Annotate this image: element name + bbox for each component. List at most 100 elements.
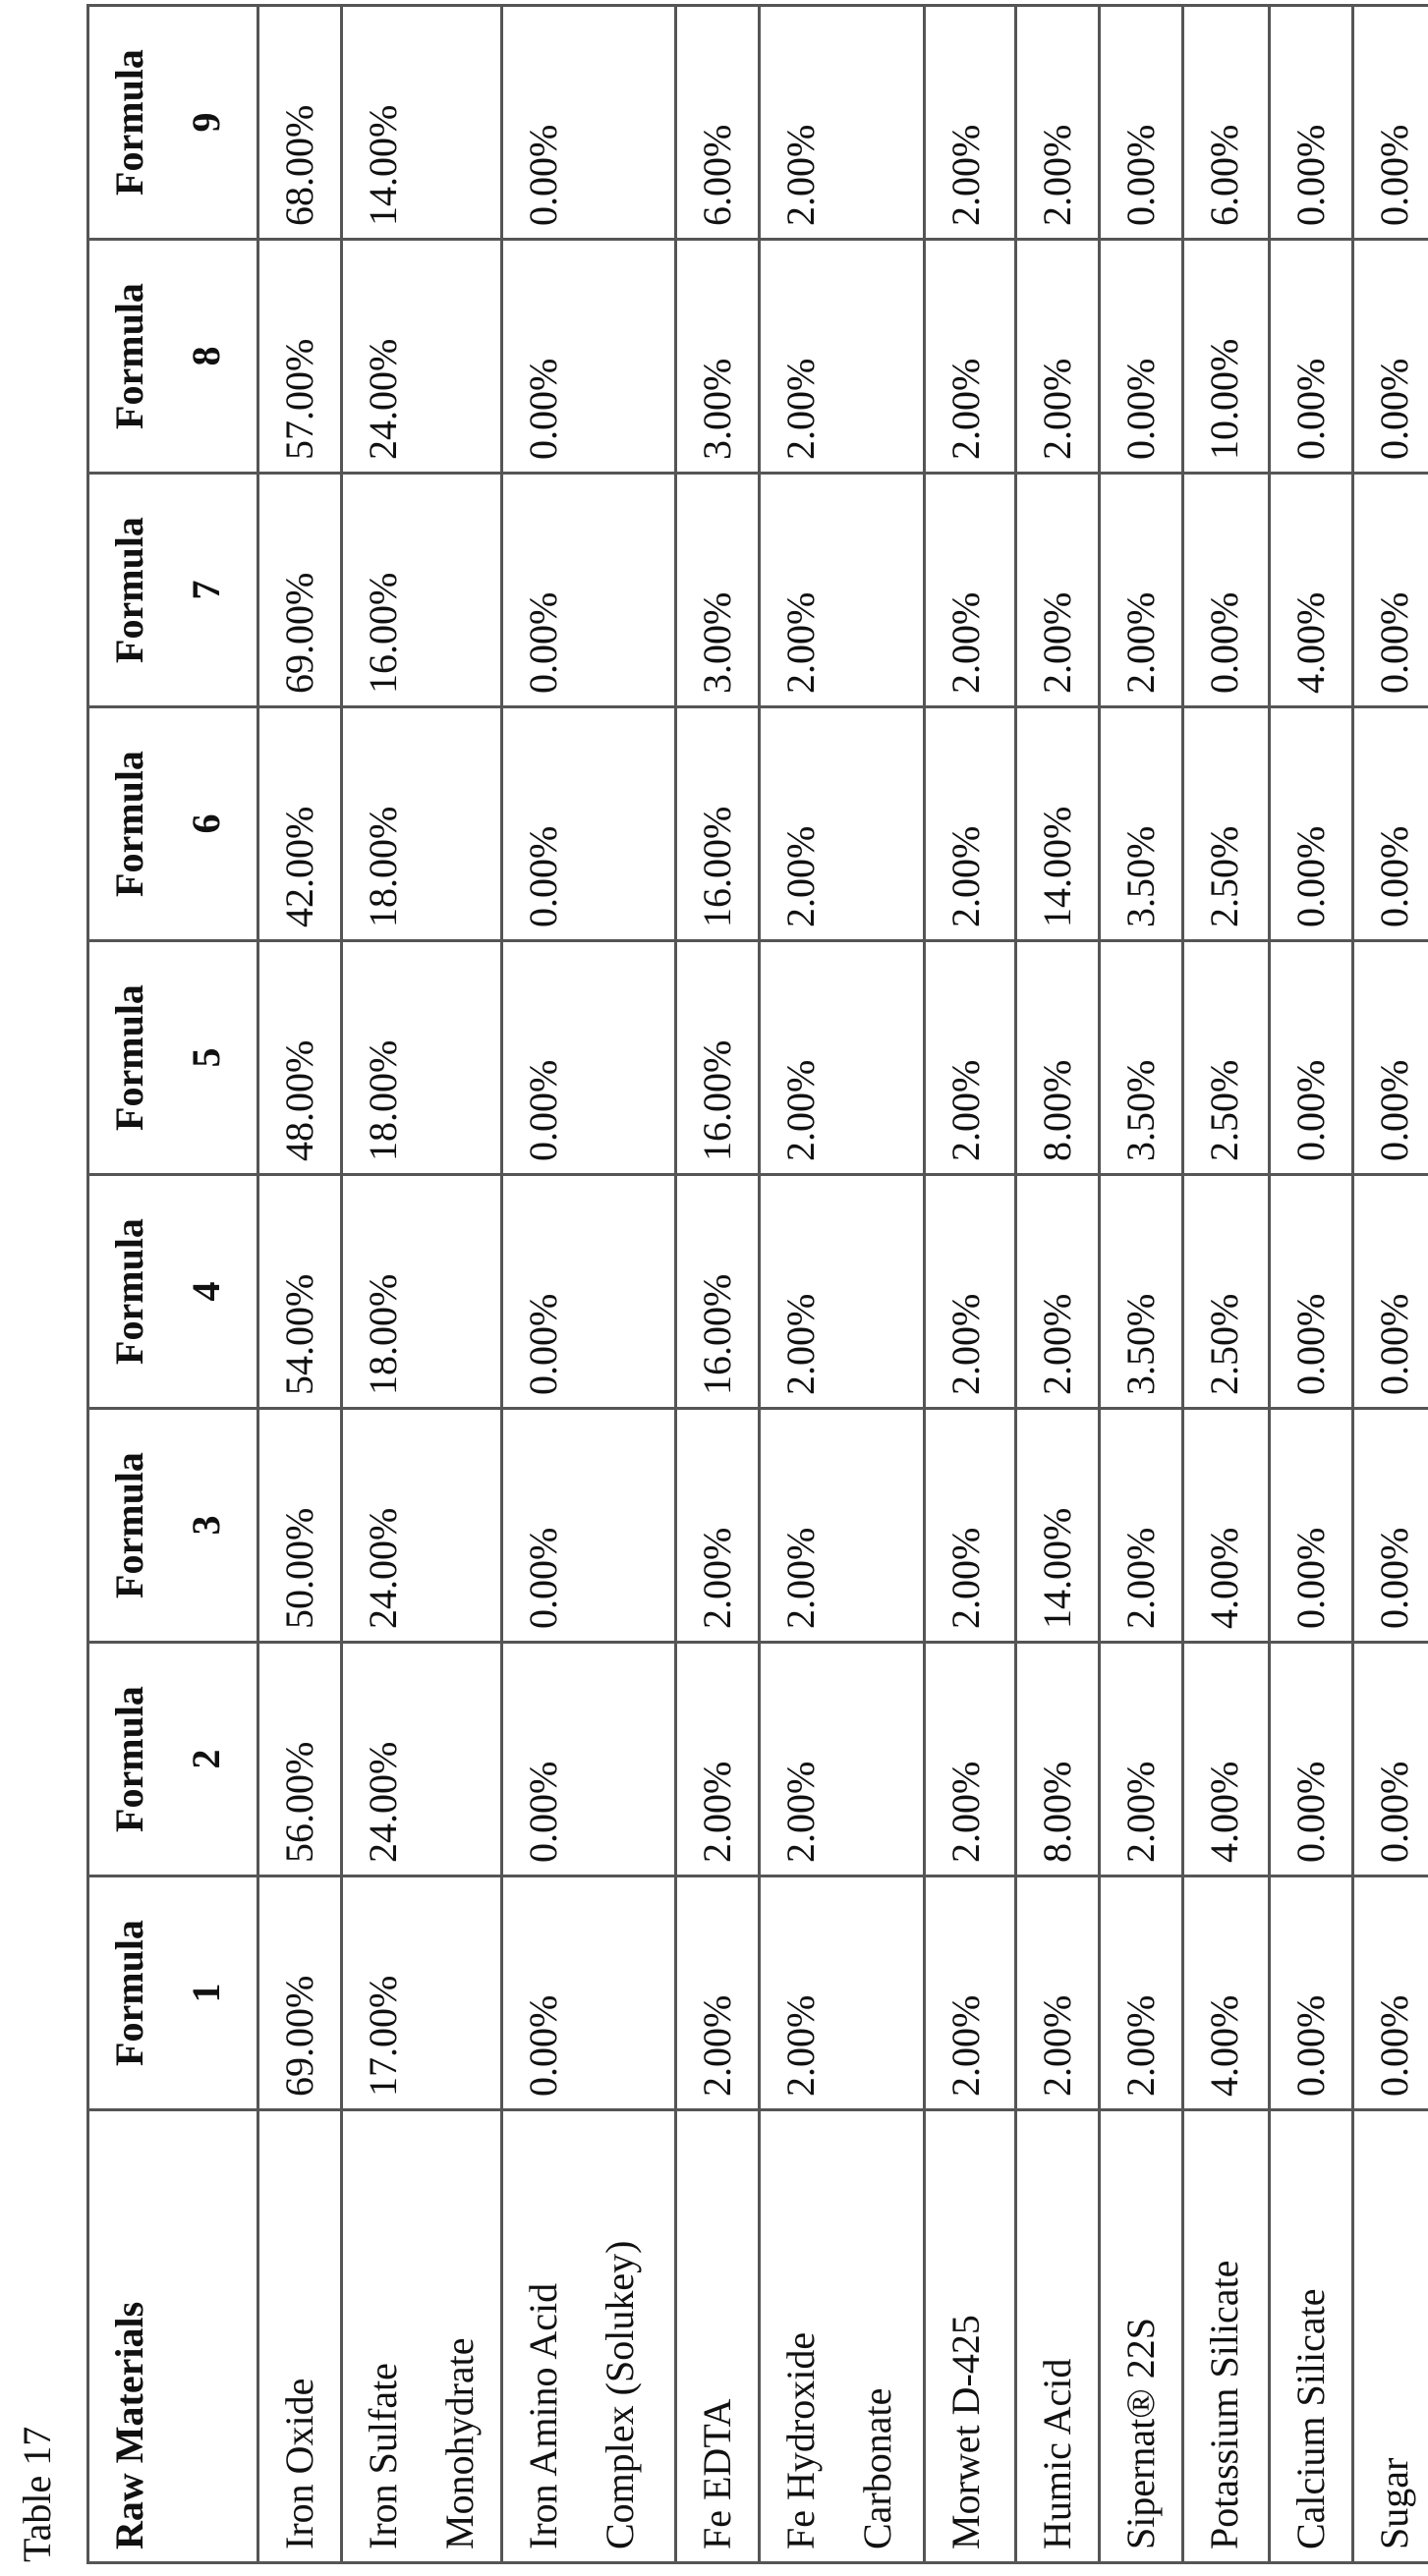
formula-4-value: 2.00% (925, 1175, 1016, 1409)
formula-2-value: 0.00% (1353, 1643, 1428, 1876)
formula-7-value: 2.00% (1100, 474, 1183, 707)
table-row: Potassium Silicate4.00%4.00%4.00%2.50%2.… (1183, 6, 1270, 2563)
raw-material-name: Iron Sulfate Monohydrate (342, 2110, 502, 2563)
formula-2-value: 8.00% (1016, 1643, 1100, 1876)
formula-5-value: 2.00% (760, 941, 925, 1175)
formula-3-value: 2.00% (676, 1409, 760, 1643)
formula-7-value: 0.00% (502, 474, 676, 707)
rotated-page: Table 17 Raw Materials Formula 1Formula … (0, 0, 1428, 2576)
header-raw-materials: Raw Materials (88, 2110, 258, 2563)
formula-9-value: 6.00% (676, 6, 760, 240)
raw-material-name: Morwet D-425 (925, 2110, 1016, 2563)
formula-8-value: 24.00% (342, 240, 502, 474)
table-row: Iron Oxide69.00%56.00%50.00%54.00%48.00%… (258, 6, 342, 2563)
formula-2-value: 2.00% (676, 1643, 760, 1876)
formula-2-value: 0.00% (502, 1643, 676, 1876)
formula-7-value: 0.00% (1183, 474, 1270, 707)
raw-material-name: Sugar (1353, 2110, 1428, 2563)
formula-table: Raw Materials Formula 1Formula 2Formula … (86, 4, 1428, 2564)
formula-8-value: 0.00% (502, 240, 676, 474)
raw-material-name: Calcium Silicate (1270, 2110, 1353, 2563)
raw-material-name: Humic Acid (1016, 2110, 1100, 2563)
table-row: Calcium Silicate0.00%0.00%0.00%0.00%0.00… (1270, 6, 1353, 2563)
formula-3-value: 50.00% (258, 1409, 342, 1643)
formula-9-value: 0.00% (1270, 6, 1353, 240)
formula-1-value: 69.00% (258, 1876, 342, 2110)
formula-8-value: 2.00% (925, 240, 1016, 474)
formula-9-value: 0.00% (1100, 6, 1183, 240)
formula-3-value: 2.00% (760, 1409, 925, 1643)
formula-6-value: 2.50% (1183, 707, 1270, 941)
formula-7-value: 2.00% (925, 474, 1016, 707)
table-row: Fe EDTA2.00%2.00%2.00%16.00%16.00%16.00%… (676, 6, 760, 2563)
formula-9-value: 2.00% (760, 6, 925, 240)
formula-4-value: 0.00% (502, 1175, 676, 1409)
formula-8-value: 0.00% (1100, 240, 1183, 474)
formula-6-value: 0.00% (502, 707, 676, 941)
header-formula-2: Formula 2 (88, 1643, 258, 1876)
formula-2-value: 0.00% (1270, 1643, 1353, 1876)
formula-2-value: 56.00% (258, 1643, 342, 1876)
formula-4-value: 0.00% (1270, 1175, 1353, 1409)
formula-3-value: 0.00% (1353, 1409, 1428, 1643)
formula-5-value: 3.50% (1100, 941, 1183, 1175)
table-row: Morwet D-4252.00%2.00%2.00%2.00%2.00%2.0… (925, 6, 1016, 2563)
formula-8-value: 10.00% (1183, 240, 1270, 474)
formula-1-value: 2.00% (760, 1876, 925, 2110)
formula-9-value: 2.00% (1016, 6, 1100, 240)
raw-material-name: Fe EDTA (676, 2110, 760, 2563)
raw-material-name: Sipernat® 22S (1100, 2110, 1183, 2563)
formula-9-value: 0.00% (502, 6, 676, 240)
formula-7-value: 3.00% (676, 474, 760, 707)
formula-5-value: 0.00% (1270, 941, 1353, 1175)
formula-3-value: 24.00% (342, 1409, 502, 1643)
formula-1-value: 2.00% (925, 1876, 1016, 2110)
formula-6-value: 0.00% (1353, 707, 1428, 941)
formula-1-value: 0.00% (502, 1876, 676, 2110)
formula-1-value: 2.00% (1100, 1876, 1183, 2110)
table-row: Sipernat® 22S2.00%2.00%2.00%3.50%3.50%3.… (1100, 6, 1183, 2563)
formula-3-value: 0.00% (502, 1409, 676, 1643)
raw-material-name: Iron Oxide (258, 2110, 342, 2563)
formula-6-value: 0.00% (1270, 707, 1353, 941)
formula-6-value: 2.00% (760, 707, 925, 941)
table-row: Sugar0.00%0.00%0.00%0.00%0.00%0.00%0.00%… (1353, 6, 1428, 2563)
formula-4-value: 2.00% (1016, 1175, 1100, 1409)
header-formula-5: Formula 5 (88, 941, 258, 1175)
formula-7-value: 69.00% (258, 474, 342, 707)
formula-6-value: 16.00% (676, 707, 760, 941)
formula-3-value: 2.00% (1100, 1409, 1183, 1643)
formula-6-value: 14.00% (1016, 707, 1100, 941)
header-formula-8: Formula 8 (88, 240, 258, 474)
header-formula-9: Formula 9 (88, 6, 258, 240)
formula-5-value: 0.00% (1353, 941, 1428, 1175)
formula-4-value: 2.00% (760, 1175, 925, 1409)
formula-6-value: 42.00% (258, 707, 342, 941)
formula-3-value: 2.00% (925, 1409, 1016, 1643)
formula-2-value: 2.00% (760, 1643, 925, 1876)
table-caption: Table 17 (14, 2427, 60, 2562)
formula-8-value: 0.00% (1270, 240, 1353, 474)
header-formula-6: Formula 6 (88, 707, 258, 941)
formula-2-value: 2.00% (925, 1643, 1016, 1876)
table-row: Iron Sulfate Monohydrate17.00%24.00%24.0… (342, 6, 502, 2563)
formula-4-value: 16.00% (676, 1175, 760, 1409)
formula-9-value: 2.00% (925, 6, 1016, 240)
formula-1-value: 2.00% (1016, 1876, 1100, 2110)
header-formula-7: Formula 7 (88, 474, 258, 707)
formula-8-value: 2.00% (1016, 240, 1100, 474)
header-formula-4: Formula 4 (88, 1175, 258, 1409)
formula-9-value: 0.00% (1353, 6, 1428, 240)
formula-3-value: 14.00% (1016, 1409, 1100, 1643)
formula-2-value: 2.00% (1100, 1643, 1183, 1876)
formula-7-value: 2.00% (760, 474, 925, 707)
header-row: Raw Materials Formula 1Formula 2Formula … (88, 6, 258, 2563)
formula-2-value: 4.00% (1183, 1643, 1270, 1876)
formula-6-value: 3.50% (1100, 707, 1183, 941)
raw-material-name: Potassium Silicate (1183, 2110, 1270, 2563)
formula-1-value: 4.00% (1183, 1876, 1270, 2110)
formula-8-value: 2.00% (760, 240, 925, 474)
formula-3-value: 4.00% (1183, 1409, 1270, 1643)
formula-9-value: 68.00% (258, 6, 342, 240)
formula-8-value: 3.00% (676, 240, 760, 474)
